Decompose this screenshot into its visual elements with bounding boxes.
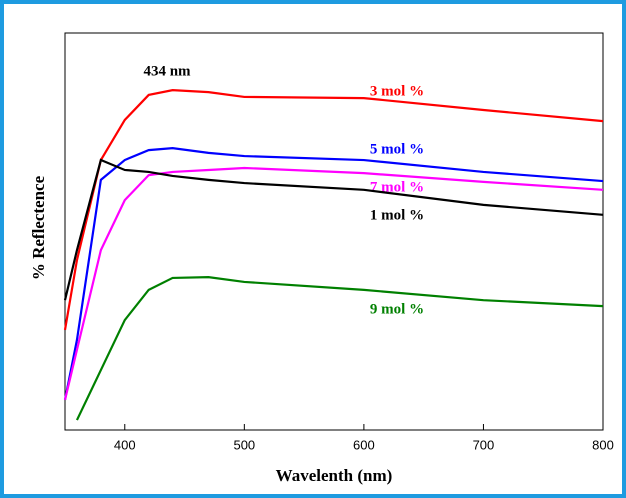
series-label: 1 mol % xyxy=(370,207,424,223)
series-line xyxy=(63,158,604,301)
series-label: 3 mol % xyxy=(370,83,424,99)
series-label: 9 mol % xyxy=(370,301,424,317)
series-line xyxy=(75,276,604,421)
x-tick-label: 400 xyxy=(114,437,136,452)
y-axis-label: % Reflectence xyxy=(29,175,48,280)
x-tick-label: 800 xyxy=(592,437,614,452)
x-tick-label: 700 xyxy=(473,437,495,452)
x-tick-label: 600 xyxy=(353,437,375,452)
series-label: 5 mol % xyxy=(370,141,424,157)
x-axis-label: Wavelenth (nm) xyxy=(276,466,393,485)
series-line xyxy=(63,147,604,401)
annotation: 434 nm xyxy=(143,63,191,79)
series-line xyxy=(63,166,604,401)
plot-area xyxy=(64,32,604,431)
x-tick-label: 500 xyxy=(233,437,255,452)
